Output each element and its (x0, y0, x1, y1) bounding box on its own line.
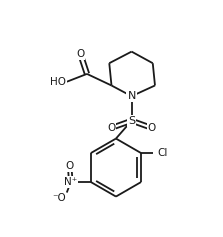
Text: Cl: Cl (158, 148, 168, 158)
Text: O: O (66, 161, 74, 171)
Text: N⁺: N⁺ (64, 177, 77, 187)
Text: S: S (128, 116, 135, 126)
Text: N: N (127, 91, 136, 101)
Text: ⁻O: ⁻O (52, 193, 66, 203)
Text: O: O (76, 49, 84, 59)
Text: O: O (107, 123, 116, 133)
Text: O: O (148, 123, 156, 133)
Text: HO: HO (50, 77, 66, 87)
